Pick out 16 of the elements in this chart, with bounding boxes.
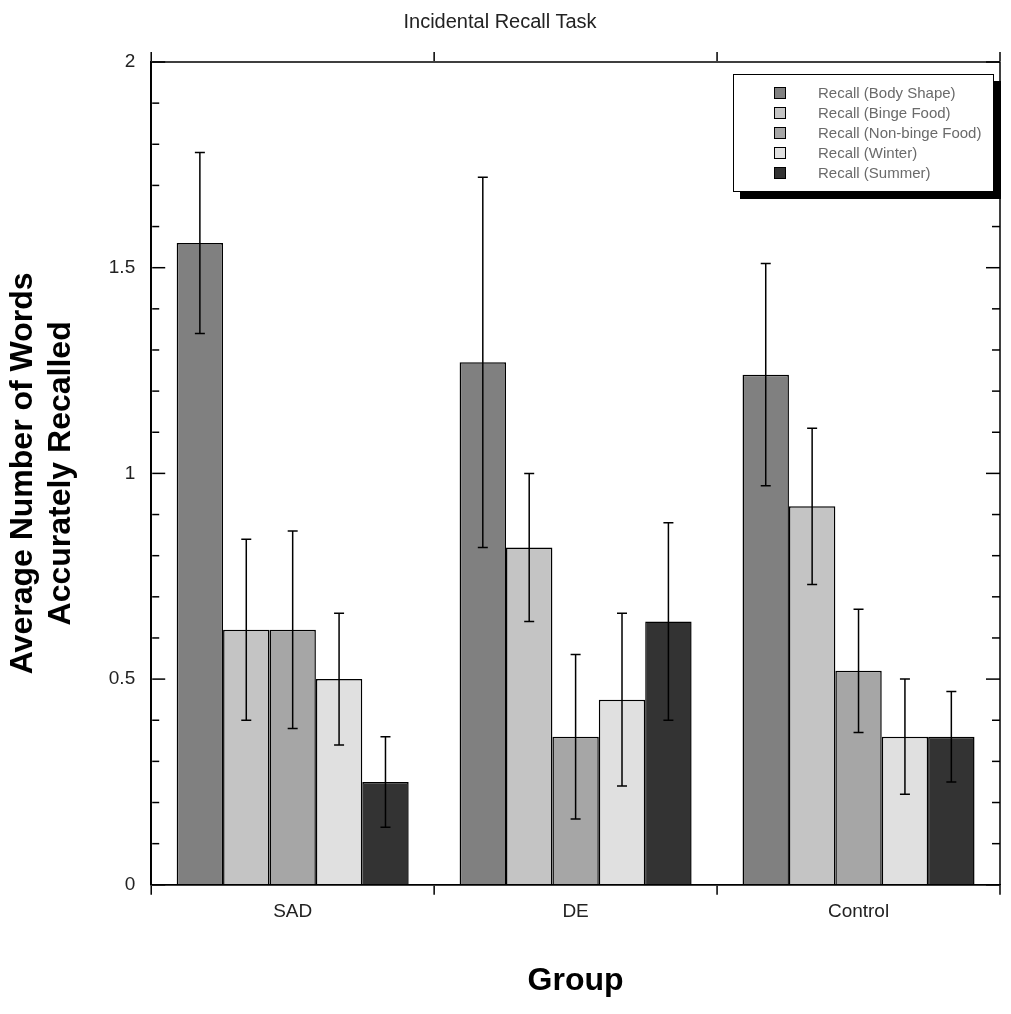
chart-title: Incidental Recall Task xyxy=(403,9,598,32)
x-tick-label: DE xyxy=(562,900,589,922)
x-tick-label: Control xyxy=(827,900,890,922)
y-tick-label: 0.5 xyxy=(108,667,136,689)
y-axis-title: Average Number of Words Accurately Recalled xyxy=(3,272,78,675)
legend-label: Recall (Summer) xyxy=(818,163,931,183)
legend-label: Recall (Winter) xyxy=(818,143,918,163)
y-tick-label: 1.5 xyxy=(108,255,136,277)
legend-label: Recall (Body Shape) xyxy=(818,83,956,103)
y-tick-label: 2 xyxy=(124,50,136,72)
legend-label: Recall (Binge Food) xyxy=(818,103,951,123)
y-tick-label: 1 xyxy=(124,461,136,483)
legend-label: Recall (Non-binge Food) xyxy=(818,123,982,143)
x-tick-label: SAD xyxy=(273,900,313,922)
x-axis-title: Group xyxy=(527,960,624,997)
y-tick-label: 0 xyxy=(124,873,136,895)
